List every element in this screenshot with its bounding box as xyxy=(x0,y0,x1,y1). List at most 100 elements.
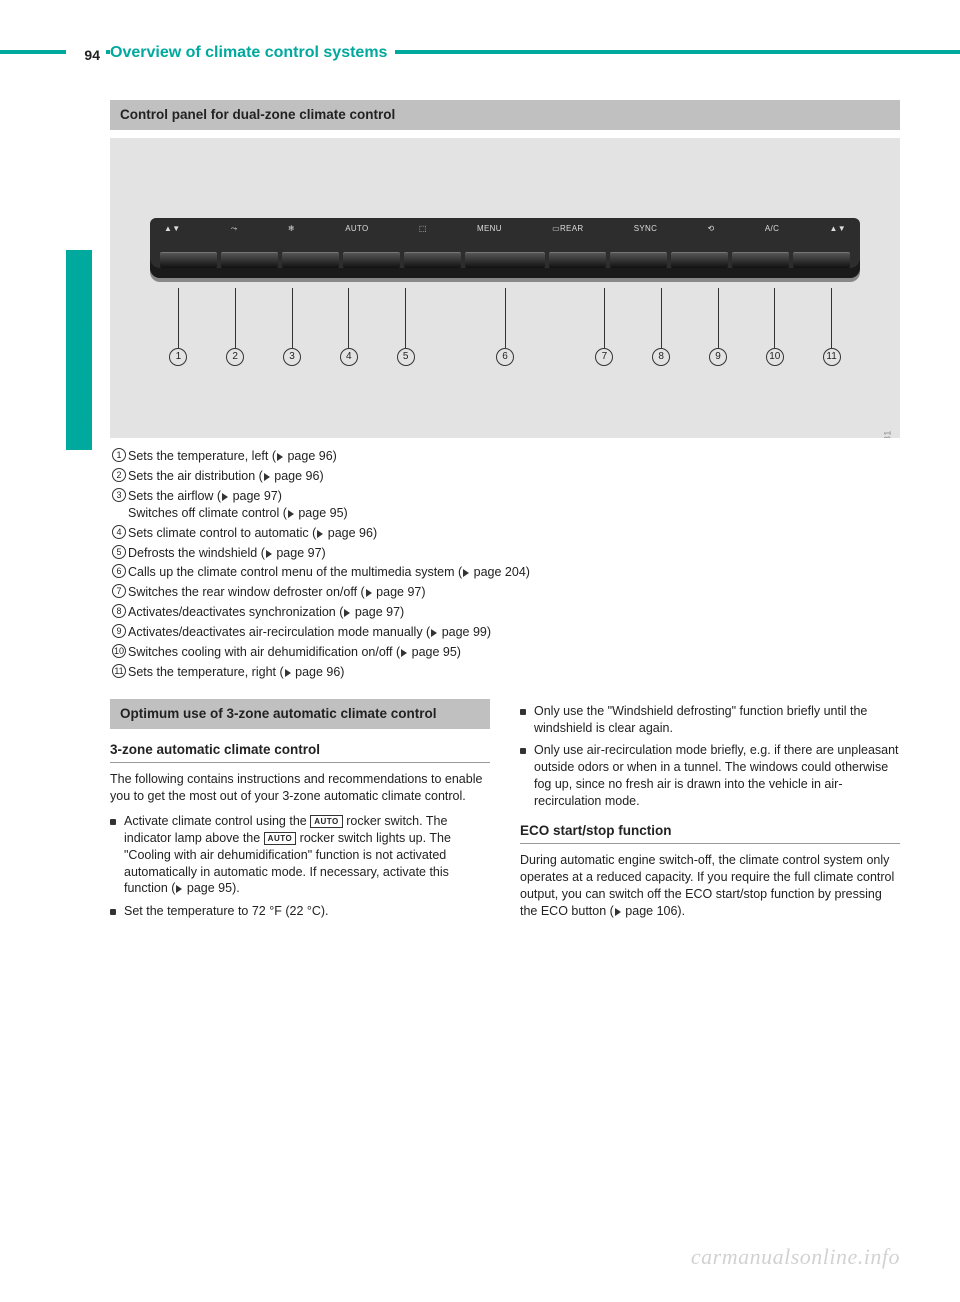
chapter-title: Overview of climate control systems xyxy=(110,42,395,64)
callout-leader xyxy=(235,288,236,348)
figure-callouts: 1234567891011 xyxy=(150,288,860,398)
legend-marker: 8 xyxy=(110,604,128,618)
panel-label-row: ▲▼⤳❄AUTO⬚MENU▭REARSYNC⟲A/C▲▼ xyxy=(150,224,860,235)
legend-number-icon: 8 xyxy=(112,604,126,618)
figure-code: P83.40-5135-31 xyxy=(882,430,894,438)
legend-text: Switches cooling with air dehumidificati… xyxy=(128,644,900,661)
legend-row: 9Activates/deactivates air-recirculation… xyxy=(110,624,900,641)
legend-marker: 4 xyxy=(110,525,128,539)
callout-marker: 1 xyxy=(169,348,187,366)
panel-button xyxy=(793,252,850,268)
legend-text: Activates/deactivates synchronization ( … xyxy=(128,604,900,621)
panel-top-label: ⟲ xyxy=(708,224,715,235)
page-content: Control panel for dual-zone climate cont… xyxy=(110,100,900,928)
callout-marker: 4 xyxy=(340,348,358,366)
callout-marker: 6 xyxy=(496,348,514,366)
callout-marker: 3 xyxy=(283,348,301,366)
legend-text: Activates/deactivates air-recirculation … xyxy=(128,624,900,641)
panel-button xyxy=(732,252,789,268)
callout-marker: 11 xyxy=(823,348,841,366)
eco-paragraph: During automatic engine switch-off, the … xyxy=(520,852,900,920)
panel-top-label: AUTO xyxy=(345,224,368,235)
callout-leader xyxy=(604,288,605,348)
legend-row: 10Switches cooling with air dehumidifica… xyxy=(110,644,900,661)
callout-marker: 10 xyxy=(766,348,784,366)
legend-number-icon: 10 xyxy=(112,644,126,658)
panel-top-label: ▲▼ xyxy=(830,224,846,235)
legend-marker: 9 xyxy=(110,624,128,638)
side-tab: Climate control xyxy=(66,250,92,450)
panel-top-label: ❄ xyxy=(288,224,295,235)
legend-text: Sets the temperature, left ( page 96) xyxy=(128,448,900,465)
panel-button xyxy=(549,252,606,268)
legend-text: Defrosts the windshield ( page 97) xyxy=(128,545,900,562)
side-tab-label: Climate control xyxy=(76,278,98,438)
callout-marker: 5 xyxy=(397,348,415,366)
legend-number-icon: 4 xyxy=(112,525,126,539)
legend-row: 11Sets the temperature, right ( page 96) xyxy=(110,664,900,681)
panel-button xyxy=(160,252,217,268)
legend-number-icon: 2 xyxy=(112,468,126,482)
panel-button xyxy=(404,252,461,268)
legend-marker: 1 xyxy=(110,448,128,462)
callout-marker: 8 xyxy=(652,348,670,366)
list-item: Only use the "Windshield defrosting" fun… xyxy=(520,703,900,737)
legend-text: Sets the airflow ( page 97)Switches off … xyxy=(128,488,900,522)
list-item: Only use air-recirculation mode briefly,… xyxy=(520,742,900,810)
callout-leader xyxy=(405,288,406,348)
legend-text: Sets climate control to automatic ( page… xyxy=(128,525,900,542)
control-panel-figure: ▲▼⤳❄AUTO⬚MENU▭REARSYNC⟲A/C▲▼ 12345678910… xyxy=(110,138,900,438)
legend-number-icon: 5 xyxy=(112,545,126,559)
legend-marker: 2 xyxy=(110,468,128,482)
watermark: carmanualsonline.info xyxy=(691,1242,900,1272)
legend-number-icon: 9 xyxy=(112,624,126,638)
panel-top-label: MENU xyxy=(477,224,502,235)
page-header: 94 Overview of climate control systems xyxy=(0,50,960,76)
legend-number-icon: 3 xyxy=(112,488,126,502)
legend-marker: 7 xyxy=(110,584,128,598)
legend-marker: 5 xyxy=(110,545,128,559)
panel-button xyxy=(610,252,667,268)
legend-row: 1Sets the temperature, left ( page 96) xyxy=(110,448,900,465)
legend-marker: 6 xyxy=(110,564,128,578)
legend-row: 8Activates/deactivates synchronization (… xyxy=(110,604,900,621)
legend-row: 3Sets the airflow ( page 97)Switches off… xyxy=(110,488,900,522)
callout-leader xyxy=(661,288,662,348)
legend-marker: 11 xyxy=(110,664,128,678)
panel-top-label: SYNC xyxy=(634,224,657,235)
callout-leader xyxy=(178,288,179,348)
legend-row: 2Sets the air distribution ( page 96) xyxy=(110,468,900,485)
left-column: Optimum use of 3-zone automatic climate … xyxy=(110,699,490,928)
panel-button xyxy=(465,252,545,268)
callout-leader xyxy=(774,288,775,348)
panel-button-row xyxy=(160,252,850,268)
panel-button xyxy=(282,252,339,268)
right-column: Only use the "Windshield defrosting" fun… xyxy=(520,699,900,928)
legend-row: 5Defrosts the windshield ( page 97) xyxy=(110,545,900,562)
legend-row: 7Switches the rear window defroster on/o… xyxy=(110,584,900,601)
panel-top-label: A/C xyxy=(765,224,779,235)
page-number: 94 xyxy=(66,45,106,69)
subsection-heading: ECO start/stop function xyxy=(520,822,900,844)
legend-number-icon: 7 xyxy=(112,584,126,598)
panel-top-label: ▲▼ xyxy=(164,224,180,235)
callout-leader xyxy=(831,288,832,348)
climate-panel: ▲▼⤳❄AUTO⬚MENU▭REARSYNC⟲A/C▲▼ xyxy=(150,218,860,278)
section-heading-2: Optimum use of 3-zone automatic climate … xyxy=(110,699,490,729)
legend-number-icon: 1 xyxy=(112,448,126,462)
panel-top-label: ⤳ xyxy=(231,224,238,235)
callout-marker: 9 xyxy=(709,348,727,366)
callout-leader xyxy=(505,288,506,348)
callout-leader xyxy=(718,288,719,348)
legend-marker: 10 xyxy=(110,644,128,658)
instruction-list: Activate climate control using the AUTO … xyxy=(110,813,490,920)
legend-text: Sets the air distribution ( page 96) xyxy=(128,468,900,485)
legend-text: Calls up the climate control menu of the… xyxy=(128,564,900,581)
callout-marker: 7 xyxy=(595,348,613,366)
manual-page: 94 Overview of climate control systems C… xyxy=(0,0,960,1302)
list-item: Activate climate control using the AUTO … xyxy=(110,813,490,897)
legend-text: Sets the temperature, right ( page 96) xyxy=(128,664,900,681)
panel-button xyxy=(343,252,400,268)
intro-paragraph: The following contains instructions and … xyxy=(110,771,490,805)
instruction-list: Only use the "Windshield defrosting" fun… xyxy=(520,703,900,810)
